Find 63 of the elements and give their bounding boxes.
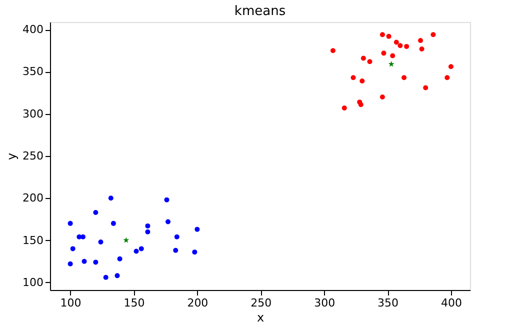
point xyxy=(70,246,76,252)
point xyxy=(98,239,104,244)
x-tick-label: 250 xyxy=(250,296,272,310)
point xyxy=(68,220,73,226)
point xyxy=(418,38,424,44)
x-axis-title: x xyxy=(256,310,264,324)
point xyxy=(166,219,171,224)
point xyxy=(388,60,394,67)
point xyxy=(145,229,150,234)
y-tick-label: 300 xyxy=(22,107,44,120)
x-tick-label: 200 xyxy=(187,296,208,310)
point xyxy=(360,78,365,84)
point xyxy=(110,220,116,226)
point xyxy=(386,34,392,39)
point xyxy=(419,46,424,52)
point xyxy=(394,40,399,45)
chart-title: kmeans xyxy=(234,4,286,19)
point xyxy=(423,85,428,90)
point xyxy=(145,223,150,228)
point xyxy=(117,256,122,262)
point xyxy=(444,75,450,80)
point xyxy=(103,274,108,280)
y-tick-label: 150 xyxy=(22,234,44,247)
point xyxy=(360,56,366,61)
point xyxy=(390,53,396,58)
x-tick-label: 350 xyxy=(378,296,399,310)
x-tick-label: 400 xyxy=(440,296,462,310)
point xyxy=(350,75,356,80)
point xyxy=(380,94,385,100)
y-tick-label: 350 xyxy=(22,65,44,78)
y-tick-label: 200 xyxy=(22,192,44,205)
point xyxy=(164,197,170,202)
y-axis-title: y xyxy=(4,152,19,160)
point xyxy=(404,44,410,49)
point xyxy=(192,250,198,255)
point xyxy=(398,43,403,48)
y-tick-label: 100 xyxy=(22,276,44,289)
point xyxy=(108,196,114,201)
point xyxy=(402,75,407,80)
point xyxy=(93,260,98,265)
point xyxy=(138,246,144,252)
point xyxy=(68,261,73,266)
point xyxy=(342,105,347,110)
point xyxy=(173,248,178,253)
y-tick-label: 400 xyxy=(22,23,44,36)
point xyxy=(82,258,87,264)
x-tick-label: 150 xyxy=(124,296,145,310)
point xyxy=(114,273,120,278)
point xyxy=(194,226,200,232)
point xyxy=(430,32,436,38)
point xyxy=(381,50,386,56)
point xyxy=(134,248,139,254)
x-tick-label: 300 xyxy=(314,296,336,310)
y-tick-label: 250 xyxy=(22,150,44,162)
point xyxy=(367,59,372,64)
x-tick-label: 100 xyxy=(60,296,82,310)
point xyxy=(380,32,385,38)
point xyxy=(93,210,98,215)
point xyxy=(123,237,130,243)
point xyxy=(174,234,180,240)
point xyxy=(358,102,364,108)
point xyxy=(448,64,454,70)
point xyxy=(330,48,336,54)
